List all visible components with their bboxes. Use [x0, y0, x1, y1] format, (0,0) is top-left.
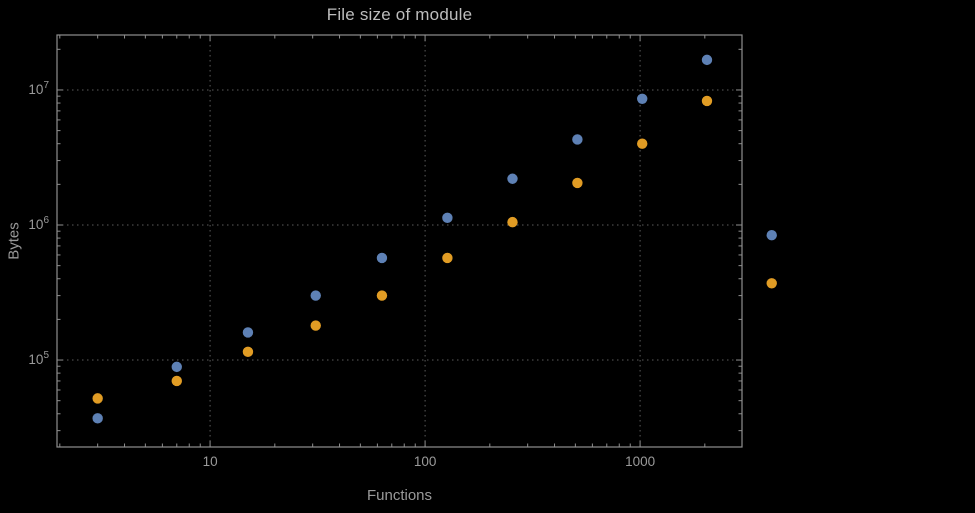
- data-point-series-1-blue: [376, 252, 388, 264]
- x-tick-label: 100: [414, 454, 437, 469]
- chart-title: File size of module: [326, 5, 473, 24]
- data-point-series-2-orange: [92, 393, 103, 404]
- data-point-series-1-blue: [637, 93, 648, 105]
- data-point-series-1-blue: [242, 327, 254, 338]
- data-point-series-1-blue: [572, 134, 583, 145]
- x-tick-label: 1000: [625, 454, 655, 469]
- plot-frame: [56, 34, 743, 448]
- data-point-series-2-orange: [701, 95, 713, 107]
- data-point-series-1-blue: [507, 173, 518, 184]
- data-point-series-2-orange: [376, 290, 388, 301]
- y-tick-label: 105: [28, 350, 49, 367]
- data-point-series-2-orange: [442, 252, 453, 264]
- data-point-series-1-blue: [766, 230, 777, 241]
- data-point-series-2-orange: [310, 320, 321, 331]
- data-point-series-2-orange: [242, 346, 254, 358]
- x-axis-label: Functions: [366, 487, 433, 504]
- data-point-series-1-blue: [171, 361, 182, 373]
- data-point-series-1-blue: [310, 290, 321, 301]
- data-point-series-2-orange: [572, 177, 583, 189]
- x-tick-label: 10: [203, 454, 218, 469]
- y-tick-label: 106: [28, 215, 49, 232]
- data-point-series-2-orange: [637, 138, 648, 149]
- data-point-series-1-blue: [701, 54, 713, 66]
- data-point-series-2-orange: [766, 278, 777, 289]
- y-axis-label: Bytes: [5, 222, 23, 260]
- data-point-series-1-blue: [442, 212, 453, 224]
- y-tick-label: 107: [28, 80, 49, 97]
- data-point-series-2-orange: [507, 216, 518, 228]
- data-point-series-1-blue: [92, 413, 103, 424]
- data-point-series-2-orange: [171, 375, 182, 387]
